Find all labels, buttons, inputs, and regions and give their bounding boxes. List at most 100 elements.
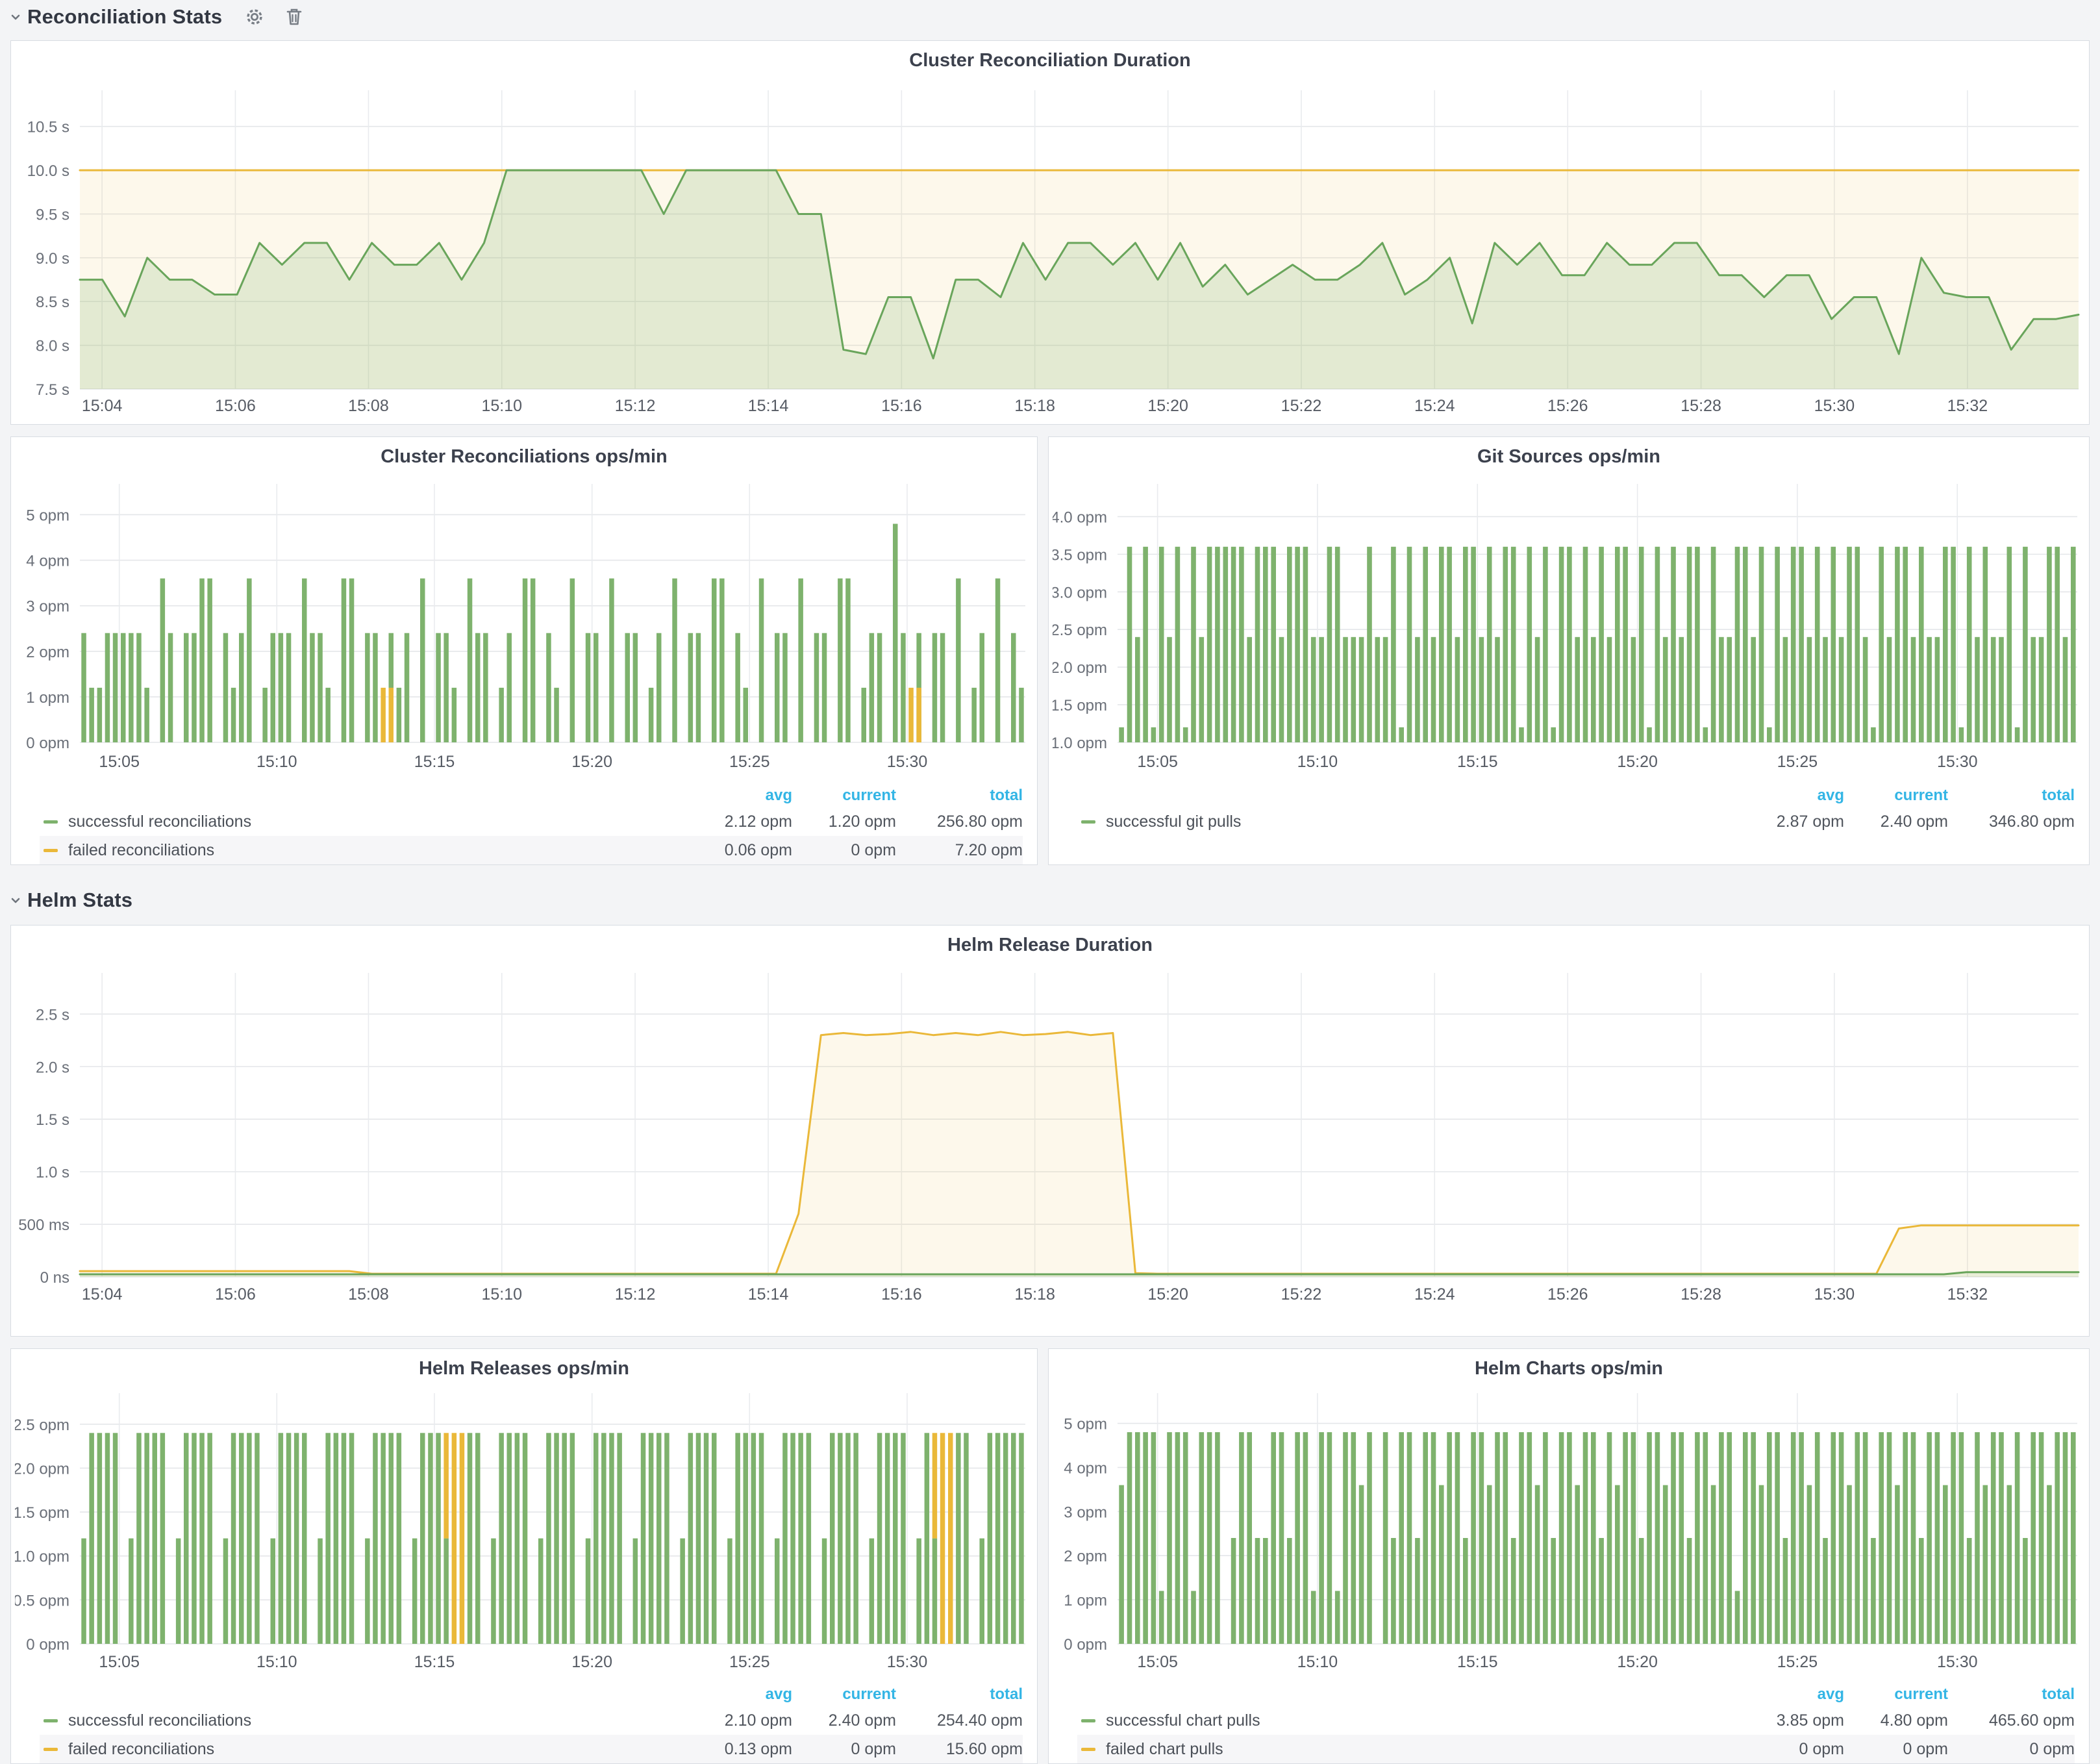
svg-text:0 opm: 0 opm: [1064, 1636, 1107, 1654]
legend-sort-current[interactable]: current: [842, 1685, 896, 1704]
svg-text:15:06: 15:06: [215, 1285, 256, 1304]
cluster-reconciliation-duration-chart[interactable]: 10.5 s10.0 s9.5 s9.0 s8.5 s8.0 s7.5 s15:…: [15, 71, 2085, 425]
git-sources-ops-chart[interactable]: 4.0 opm3.5 opm3.0 opm2.5 opm2.0 opm1.5 o…: [1053, 467, 2085, 805]
svg-text:8.0 s: 8.0 s: [36, 338, 69, 355]
svg-text:15:25: 15:25: [1777, 1653, 1818, 1671]
legend: avg current total successful chart pulls…: [1077, 1683, 2075, 1763]
svg-text:3.0 opm: 3.0 opm: [1053, 584, 1107, 601]
legend-total-value: 0 opm: [2030, 1740, 2075, 1759]
svg-text:15:10: 15:10: [1297, 1653, 1338, 1671]
svg-text:15:14: 15:14: [748, 397, 789, 415]
svg-text:15:06: 15:06: [215, 397, 256, 415]
legend-series-toggle[interactable]: successful reconciliations: [40, 1711, 679, 1730]
svg-text:2.5 opm: 2.5 opm: [15, 1417, 69, 1434]
svg-text:15:20: 15:20: [1617, 1653, 1658, 1671]
legend-sort-current[interactable]: current: [1894, 1685, 1948, 1704]
legend-series-toggle[interactable]: successful git pulls: [1077, 813, 1731, 831]
svg-text:15:22: 15:22: [1281, 1285, 1322, 1304]
gear-icon[interactable]: [244, 6, 265, 27]
svg-text:15:28: 15:28: [1681, 1285, 1721, 1304]
svg-text:15:05: 15:05: [1137, 753, 1178, 771]
panel-cluster-reconciliations-ops: Cluster Reconciliations ops/min 5 opm4 o…: [10, 436, 1038, 865]
legend-current-value: 0 opm: [851, 1740, 896, 1759]
series-color-dash-icon: [1081, 1719, 1095, 1722]
svg-text:15:15: 15:15: [1457, 1653, 1498, 1671]
legend-sort-current[interactable]: current: [842, 787, 896, 805]
legend-sort-avg[interactable]: avg: [1818, 1685, 1844, 1704]
legend-row-failed-reconciliations: failed reconciliations 0.13 opm 0 opm 15…: [40, 1735, 1023, 1763]
svg-text:15:10: 15:10: [256, 1653, 297, 1671]
legend-total-value: 256.80 opm: [937, 813, 1023, 831]
legend-header: avg current total: [40, 1683, 1023, 1706]
chevron-down-icon[interactable]: [9, 10, 22, 23]
series-color-dash-icon: [44, 1719, 58, 1722]
svg-text:2.0 s: 2.0 s: [36, 1059, 69, 1076]
legend-series-toggle[interactable]: failed chart pulls: [1077, 1740, 1731, 1759]
legend-sort-avg[interactable]: avg: [1818, 787, 1844, 805]
legend-current-value: 1.20 opm: [829, 813, 896, 831]
legend-total-value: 7.20 opm: [955, 841, 1023, 860]
panel-title[interactable]: Cluster Reconciliation Duration: [11, 50, 2089, 71]
legend-current-value: 2.40 opm: [1881, 813, 1948, 831]
legend-sort-total[interactable]: total: [990, 787, 1023, 805]
svg-text:15:25: 15:25: [729, 1653, 770, 1671]
svg-text:2 opm: 2 opm: [26, 644, 69, 661]
svg-text:2.0 opm: 2.0 opm: [15, 1460, 69, 1478]
panel-title[interactable]: Helm Charts ops/min: [1049, 1358, 2089, 1380]
panel-helm-release-duration: Helm Release Duration 2.5 s2.0 s1.5 s1.0…: [10, 925, 2090, 1337]
legend-series-toggle[interactable]: failed reconciliations: [40, 1740, 679, 1759]
legend-avg-value: 0.13 opm: [725, 1740, 792, 1759]
legend-current-value: 4.80 opm: [1881, 1711, 1948, 1730]
panel-title[interactable]: Cluster Reconciliations ops/min: [11, 446, 1037, 468]
legend-header: avg current total: [1077, 784, 2075, 807]
legend-row-failed-chart-pulls: failed chart pulls 0 opm 0 opm 0 opm: [1077, 1735, 2075, 1763]
legend-sort-avg[interactable]: avg: [766, 787, 792, 805]
cluster-reconciliations-ops-chart[interactable]: 5 opm4 opm3 opm2 opm1 opm0 opm15:0515:10…: [15, 467, 1033, 805]
svg-text:3 opm: 3 opm: [1064, 1504, 1107, 1521]
legend-sort-total[interactable]: total: [2042, 1685, 2075, 1704]
svg-text:1.0 opm: 1.0 opm: [1053, 735, 1107, 752]
svg-text:15:18: 15:18: [1014, 397, 1055, 415]
panel-git-sources-ops: Git Sources ops/min 4.0 opm3.5 opm3.0 op…: [1048, 436, 2090, 865]
helm-release-duration-chart[interactable]: 2.5 s2.0 s1.5 s1.0 s500 ms0 ns15:0415:06…: [15, 955, 2085, 1332]
legend-sort-total[interactable]: total: [2042, 787, 2075, 805]
svg-text:15:26: 15:26: [1547, 1285, 1588, 1304]
svg-text:15:20: 15:20: [571, 1653, 612, 1671]
helm-charts-ops-chart[interactable]: 5 opm4 opm3 opm2 opm1 opm0 opm15:0515:10…: [1053, 1379, 2085, 1684]
svg-text:15:10: 15:10: [481, 397, 522, 415]
legend-sort-current[interactable]: current: [1894, 787, 1948, 805]
panel-cluster-reconciliation-duration: Cluster Reconciliation Duration 10.5 s10…: [10, 40, 2090, 425]
legend-series-toggle[interactable]: successful chart pulls: [1077, 1711, 1731, 1730]
svg-text:0 opm: 0 opm: [26, 1636, 69, 1654]
svg-text:1.5 opm: 1.5 opm: [15, 1504, 69, 1522]
legend: avg current total successful git pulls 2…: [1077, 784, 2075, 836]
svg-text:1 opm: 1 opm: [26, 689, 69, 707]
panel-title[interactable]: Helm Releases ops/min: [11, 1358, 1037, 1380]
svg-text:15:26: 15:26: [1547, 397, 1588, 415]
svg-text:15:25: 15:25: [729, 753, 770, 771]
section-title: Helm Stats: [27, 888, 132, 912]
legend-series-toggle[interactable]: successful reconciliations: [40, 813, 679, 831]
panel-title[interactable]: Helm Release Duration: [11, 935, 2089, 956]
legend-row-failed-reconciliations: failed reconciliations 0.06 opm 0 opm 7.…: [40, 836, 1023, 864]
helm-releases-ops-chart[interactable]: 2.5 opm2.0 opm1.5 opm1.0 opm0.5 opm0 opm…: [15, 1379, 1033, 1684]
section-header-reconciliation-stats[interactable]: Reconciliation Stats: [9, 1, 304, 32]
svg-text:9.5 s: 9.5 s: [36, 206, 69, 223]
svg-text:15:20: 15:20: [1617, 753, 1658, 771]
legend-total-value: 254.40 opm: [937, 1711, 1023, 1730]
section-header-helm-stats[interactable]: Helm Stats: [9, 885, 132, 916]
legend-total-value: 346.80 opm: [1989, 813, 2075, 831]
trash-icon[interactable]: [284, 6, 304, 27]
svg-text:500 ms: 500 ms: [18, 1216, 69, 1234]
panel-title[interactable]: Git Sources ops/min: [1049, 446, 2089, 468]
chevron-down-icon[interactable]: [9, 894, 22, 907]
svg-text:15:14: 15:14: [748, 1285, 789, 1304]
svg-text:1.0 opm: 1.0 opm: [15, 1548, 69, 1566]
legend-row-successful-git-pulls: successful git pulls 2.87 opm 2.40 opm 3…: [1077, 807, 2075, 836]
legend-series-toggle[interactable]: failed reconciliations: [40, 841, 679, 860]
svg-text:15:30: 15:30: [887, 1653, 928, 1671]
legend-sort-total[interactable]: total: [990, 1685, 1023, 1704]
svg-text:15:05: 15:05: [99, 753, 140, 771]
legend-sort-avg[interactable]: avg: [766, 1685, 792, 1704]
svg-text:4 opm: 4 opm: [1064, 1459, 1107, 1477]
